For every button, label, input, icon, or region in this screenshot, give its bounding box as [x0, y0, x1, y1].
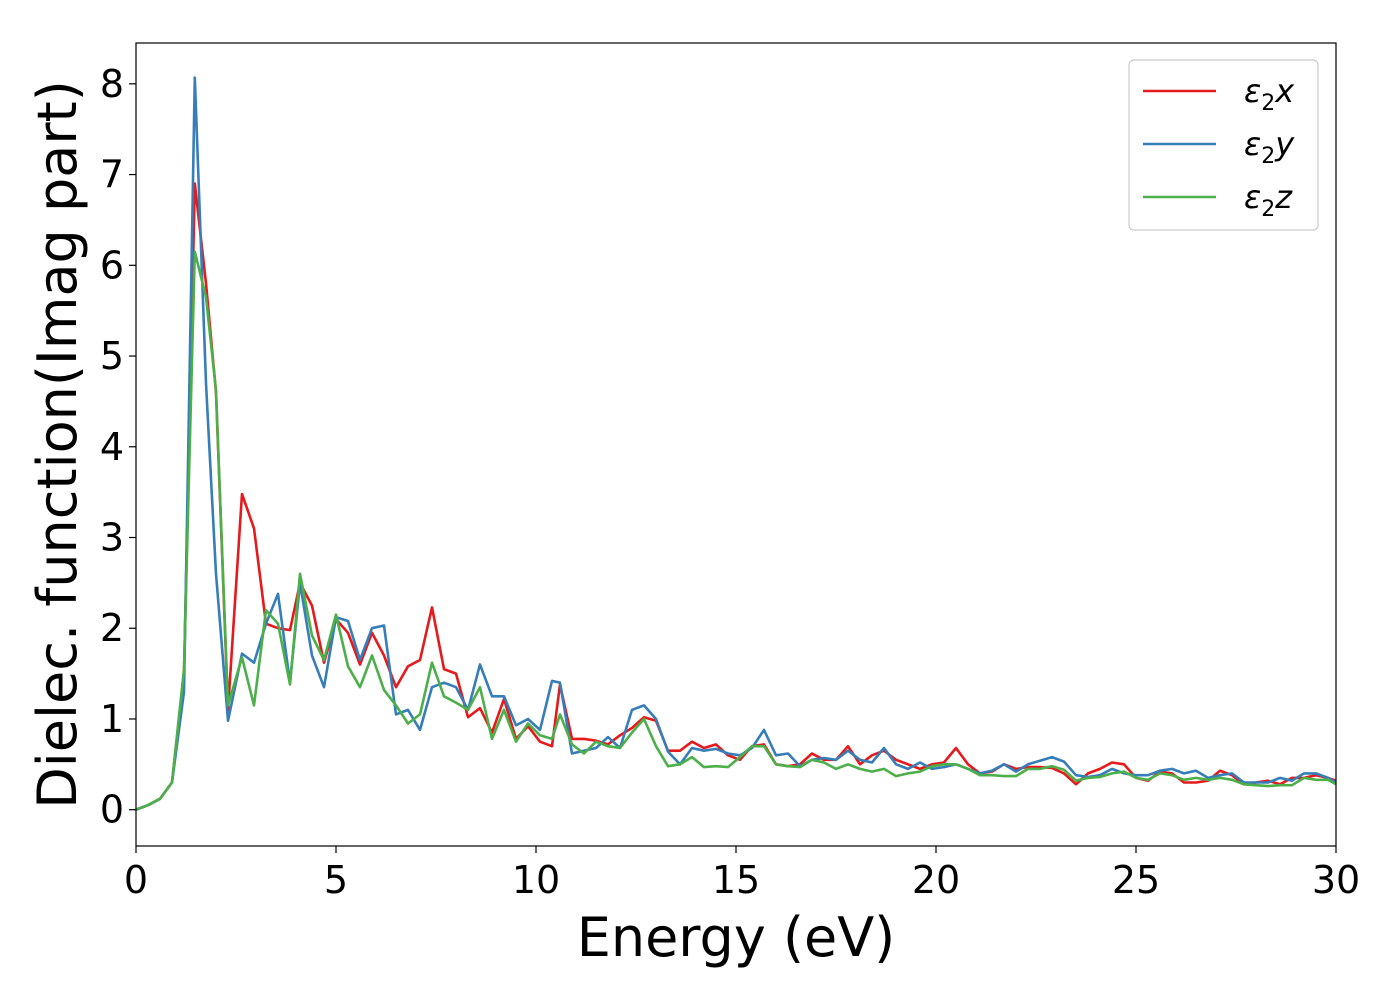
series-line-y — [136, 76, 1336, 811]
y-tick-label: 6 — [100, 243, 124, 287]
y-tick-label: 7 — [100, 153, 124, 197]
legend-label-x: ε2x — [1244, 72, 1295, 116]
x-tick-label: 0 — [124, 858, 148, 902]
legend-label-z: ε2z — [1244, 178, 1293, 222]
legend: ε2x ε2y ε2z — [1128, 59, 1319, 231]
series-lines — [136, 76, 1336, 811]
y-axis: 0 1 2 3 4 5 6 7 8 — [100, 62, 136, 832]
series-line-z — [136, 250, 1336, 811]
legend-label-y: ε2y — [1244, 125, 1295, 169]
x-tick-label: 20 — [912, 858, 960, 902]
x-tick-label: 25 — [1112, 858, 1160, 902]
x-axis-label: Energy (eV) — [577, 906, 896, 969]
y-tick-label: 1 — [100, 697, 124, 741]
x-tick-label: 5 — [324, 858, 348, 902]
x-tick-label: 10 — [512, 858, 560, 902]
y-tick-label: 8 — [100, 62, 124, 106]
y-tick-label: 2 — [100, 606, 124, 650]
x-axis: 0 5 10 15 20 25 30 — [124, 846, 1360, 902]
y-tick-label: 3 — [100, 516, 124, 560]
x-tick-label: 15 — [712, 858, 760, 902]
x-tick-label: 30 — [1312, 858, 1360, 902]
y-axis-label: Dielec. function(Imag part) — [26, 80, 89, 809]
y-tick-label: 4 — [100, 425, 124, 469]
legend-box — [1128, 59, 1319, 231]
y-tick-label: 5 — [100, 334, 124, 378]
y-tick-label: 0 — [100, 788, 124, 832]
